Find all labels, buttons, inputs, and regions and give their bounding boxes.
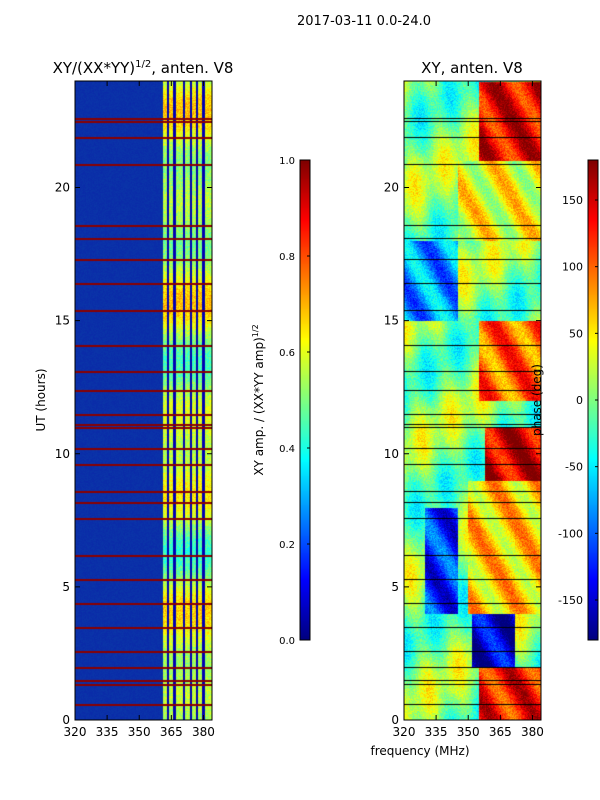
right-panel-title: XY, anten. V8: [421, 59, 523, 77]
y-tick-label: 5: [62, 580, 70, 594]
y-tick-label: 0: [391, 713, 399, 727]
tick-layer: 320 335 350 365 380 0 5 10 15 20 0.0 0.2 0.4 0.6 0.8 1.…: [55, 81, 598, 739]
colorbar-tick-label: 0.0: [279, 636, 295, 647]
amp-colorbar-frame: [299, 159, 311, 641]
phase-colorbar-label: phase (deg): [530, 364, 544, 436]
phase-colorbar: [588, 160, 598, 640]
x-axis-label: frequency (MHz): [370, 744, 469, 758]
x-tick-label: 380: [521, 725, 544, 739]
amplitude-heatmap: [75, 81, 212, 720]
x-tick-label: 335: [425, 725, 448, 739]
figure-title: 2017-03-11 0.0-24.0: [297, 14, 431, 29]
x-tick-label: 350: [128, 725, 151, 739]
y-tick-label: 10: [55, 447, 70, 461]
left-y-axis-label: UT (hours): [34, 368, 48, 431]
colorbar-tick-label: 0.6: [279, 348, 295, 359]
amp-colorbar-label: XY amp. / (XX*YY amp)1/2: [251, 324, 266, 475]
colorbar-tick-label: -100: [558, 527, 583, 540]
colorbar-tick-label: -50: [565, 461, 583, 474]
x-tick-label: 320: [64, 725, 87, 739]
amplitude-colorbar: [300, 160, 310, 640]
x-tick-label: 320: [393, 725, 416, 739]
y-tick-label: 5: [391, 580, 399, 594]
colorbar-tick-label: 0: [576, 394, 583, 407]
colorbar-tick-label: 0.4: [279, 444, 295, 455]
y-tick-label: 15: [384, 314, 399, 328]
colorbar-tick-label: 50: [569, 327, 583, 340]
colorbar-tick-label: -150: [558, 594, 583, 607]
y-tick-label: 15: [55, 314, 70, 328]
colorbar-tick-label: 0.2: [279, 540, 295, 551]
right-axes-frame: [403, 80, 542, 721]
x-tick-label: 365: [489, 725, 512, 739]
colorbar-tick-label: 1.0: [279, 156, 295, 167]
phase-heatmap: [404, 81, 541, 720]
x-tick-label: 335: [96, 725, 119, 739]
y-tick-label: 20: [55, 181, 70, 195]
left-panel-title: XY/(XX*YY)1/2, anten. V8: [53, 59, 234, 77]
x-tick-label: 350: [457, 725, 480, 739]
y-tick-label: 0: [62, 713, 70, 727]
colorbar-tick-label: 0.8: [279, 252, 295, 263]
colorbar-tick-label: 150: [562, 194, 583, 207]
left-axes-frame: [74, 80, 213, 721]
x-tick-label: 365: [160, 725, 183, 739]
y-tick-label: 20: [384, 181, 399, 195]
y-tick-label: 10: [384, 447, 399, 461]
x-tick-label: 380: [192, 725, 215, 739]
colorbar-tick-label: 100: [562, 261, 583, 274]
